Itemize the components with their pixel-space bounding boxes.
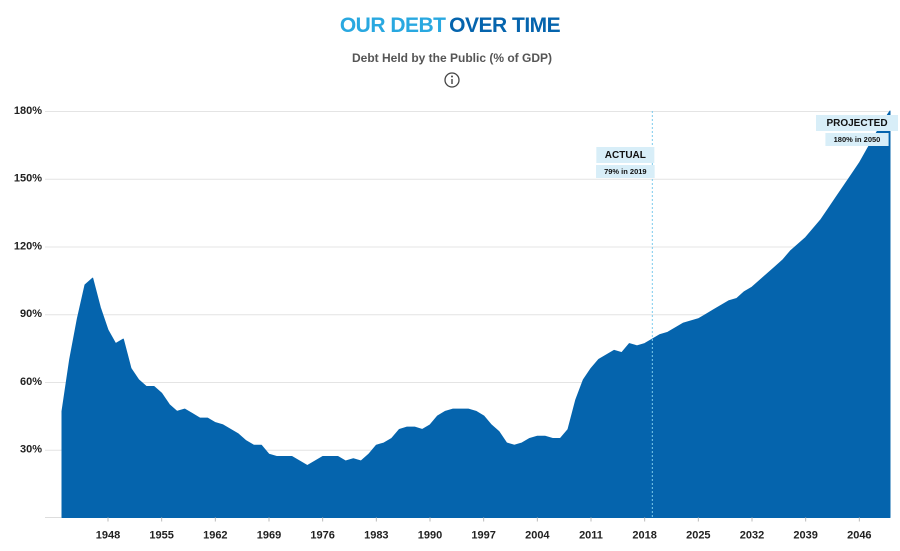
info-icon[interactable] bbox=[444, 72, 460, 88]
y-tick-label: 30% bbox=[20, 444, 42, 456]
x-tick-label: 1976 bbox=[310, 529, 334, 541]
y-tick-label: 90% bbox=[20, 308, 42, 320]
annotation-box bbox=[596, 147, 655, 163]
y-tick-label: 120% bbox=[14, 240, 42, 252]
y-tick-label: 180% bbox=[14, 105, 42, 117]
chart-title: OUR DEBT OVER TIME bbox=[340, 14, 561, 37]
x-tick-label: 2004 bbox=[525, 529, 550, 541]
x-tick-label: 1948 bbox=[96, 529, 120, 541]
x-tick-label: 2032 bbox=[740, 529, 764, 541]
annotation-text: 180% in 2050 bbox=[834, 135, 881, 144]
x-tick-label: 1962 bbox=[203, 529, 227, 541]
x-tick-label: 2025 bbox=[686, 529, 710, 541]
x-tick-label: 1969 bbox=[257, 529, 281, 541]
annotation-title: ACTUAL bbox=[605, 150, 646, 161]
y-tick-label: 150% bbox=[14, 173, 42, 185]
x-tick-label: 2011 bbox=[579, 529, 603, 541]
area bbox=[61, 110, 891, 518]
annotation-box bbox=[816, 115, 898, 131]
x-tick-label: 2039 bbox=[793, 529, 817, 541]
title-accent: OUR DEBT bbox=[340, 14, 446, 37]
x-tick-label: 1955 bbox=[149, 529, 173, 541]
annotation: ACTUAL 79% in 2019 bbox=[596, 147, 655, 178]
chart-subtitle: Debt Held by the Public (% of GDP) bbox=[352, 51, 552, 65]
x-tick-label: 1990 bbox=[418, 529, 442, 541]
x-tick-label: 2046 bbox=[847, 529, 871, 541]
title-rest: OVER TIME bbox=[449, 14, 561, 37]
annotation-title: PROJECTED bbox=[826, 118, 887, 129]
annotation-box bbox=[596, 165, 655, 178]
annotation-text: 79% in 2019 bbox=[604, 167, 647, 176]
x-tick-label: 1983 bbox=[364, 529, 388, 541]
y-tick-label: 60% bbox=[20, 376, 42, 388]
annotation: PROJECTED 180% in 2050 bbox=[816, 115, 898, 146]
annotation-box bbox=[825, 133, 889, 146]
x-tick-label: 1997 bbox=[471, 529, 495, 541]
x-tick-label: 2018 bbox=[632, 529, 656, 541]
